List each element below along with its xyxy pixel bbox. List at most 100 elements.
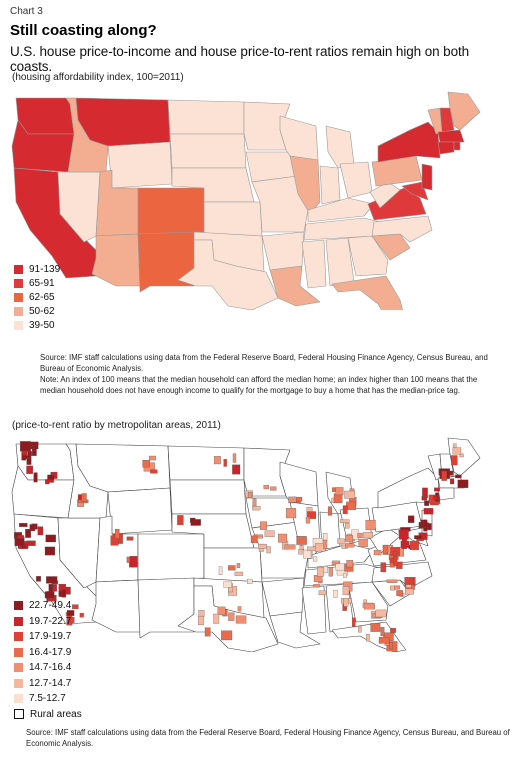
metro-area — [223, 581, 232, 588]
legend-label: 50-62 — [29, 305, 55, 317]
metro-area — [110, 535, 119, 546]
metro-area — [327, 506, 332, 516]
metro-area — [26, 465, 33, 474]
legend-swatch — [14, 647, 23, 657]
metro-area — [363, 603, 375, 610]
state-MS — [301, 239, 327, 289]
legend-swatch — [14, 306, 23, 316]
metro-area — [221, 630, 233, 641]
metro-area — [343, 597, 349, 607]
metro-area — [335, 487, 344, 496]
metro-area — [333, 589, 338, 598]
metro-area — [421, 496, 428, 501]
metro-areas — [14, 441, 469, 652]
metro-area — [197, 615, 204, 626]
metro-area — [257, 543, 267, 549]
metro-area — [423, 508, 434, 515]
legend-item: 14.7-16.4 — [14, 660, 82, 676]
legend-item: 50-62 — [14, 304, 60, 318]
state-NM — [137, 231, 195, 293]
state-outline — [307, 543, 375, 569]
state-MI — [325, 125, 355, 169]
metro-area — [358, 625, 362, 633]
state-outline — [261, 577, 305, 617]
metro-area — [393, 550, 397, 557]
state-WA — [15, 97, 75, 135]
metro-area — [237, 606, 242, 612]
legend-item: 39-50 — [14, 318, 60, 332]
legend-swatch — [14, 264, 23, 274]
metro-area — [223, 459, 227, 467]
metro-area — [441, 470, 447, 481]
state-FL — [331, 275, 404, 310]
state-MA — [437, 129, 465, 143]
legend-swatch — [14, 601, 23, 611]
map2-source: Source: IMF staff calculations using dat… — [26, 728, 510, 748]
metro-area — [26, 458, 32, 465]
legend-item: 65-91 — [14, 276, 60, 290]
metro-area — [345, 534, 353, 542]
metro-area — [352, 617, 356, 628]
metro-area — [393, 555, 398, 566]
metro-area — [307, 511, 317, 519]
map2-legend: 22.7-49.4 19.7-22.7 17.9-19.7 16.4-17.9 … — [14, 598, 82, 722]
state-ND — [167, 99, 245, 135]
metro-area — [45, 479, 50, 485]
legend-swatch — [14, 292, 23, 302]
state-outline — [75, 443, 171, 493]
state-IN — [319, 165, 341, 205]
metro-area — [449, 478, 455, 485]
metro-area — [252, 498, 257, 507]
state-outline — [167, 445, 245, 481]
metro-area — [380, 562, 387, 573]
metro-area — [198, 610, 205, 617]
metro-area — [358, 538, 368, 547]
metro-area — [69, 617, 75, 623]
state-NY — [377, 121, 441, 163]
metro-area — [150, 469, 158, 474]
legend-swatch — [14, 632, 23, 642]
metro-area — [25, 528, 31, 538]
metro-area — [288, 496, 297, 503]
metro-area — [396, 590, 404, 596]
metro-area — [36, 576, 41, 582]
metro-area — [339, 519, 350, 523]
metro-area — [234, 571, 244, 576]
metro-area — [346, 560, 354, 568]
legend-swatch — [14, 663, 23, 673]
metro-area — [399, 529, 409, 540]
metro-area — [452, 447, 462, 455]
state-outline — [107, 487, 173, 535]
metro-area — [278, 533, 288, 543]
metro-area — [306, 546, 316, 551]
legend-label: 14.7-16.4 — [29, 662, 72, 674]
metro-area — [335, 563, 345, 571]
legend-item: Rural areas — [14, 707, 82, 723]
metro-area — [47, 474, 55, 480]
metro-area — [434, 487, 440, 492]
metro-area — [394, 585, 400, 590]
metro-area — [270, 486, 277, 491]
metro-area — [414, 535, 422, 540]
metro-area — [303, 549, 312, 559]
legend-label: 7.5-12.7 — [29, 693, 66, 705]
metro-area — [247, 492, 253, 498]
chart-subtitle: U.S. house price-to-income and house pri… — [10, 44, 470, 74]
legend-swatch — [14, 694, 23, 704]
metro-area — [17, 535, 24, 539]
metro-area — [409, 540, 419, 551]
metro-area — [284, 544, 296, 550]
metro-area — [27, 451, 32, 457]
state-outline — [137, 577, 195, 639]
legend-label: 16.4-17.9 — [29, 646, 72, 658]
metro-area — [313, 583, 320, 588]
state-CO — [137, 187, 205, 235]
metro-area — [21, 450, 28, 456]
map2-unit: (price-to-rent ratio by metropolitan are… — [12, 420, 221, 431]
metro-area — [264, 530, 275, 537]
legend-swatch — [14, 320, 23, 330]
legend-label: 39-50 — [29, 319, 55, 331]
metro-area — [400, 540, 410, 548]
metro-area — [405, 588, 414, 595]
chart-label: Chart 3 — [10, 6, 43, 17]
